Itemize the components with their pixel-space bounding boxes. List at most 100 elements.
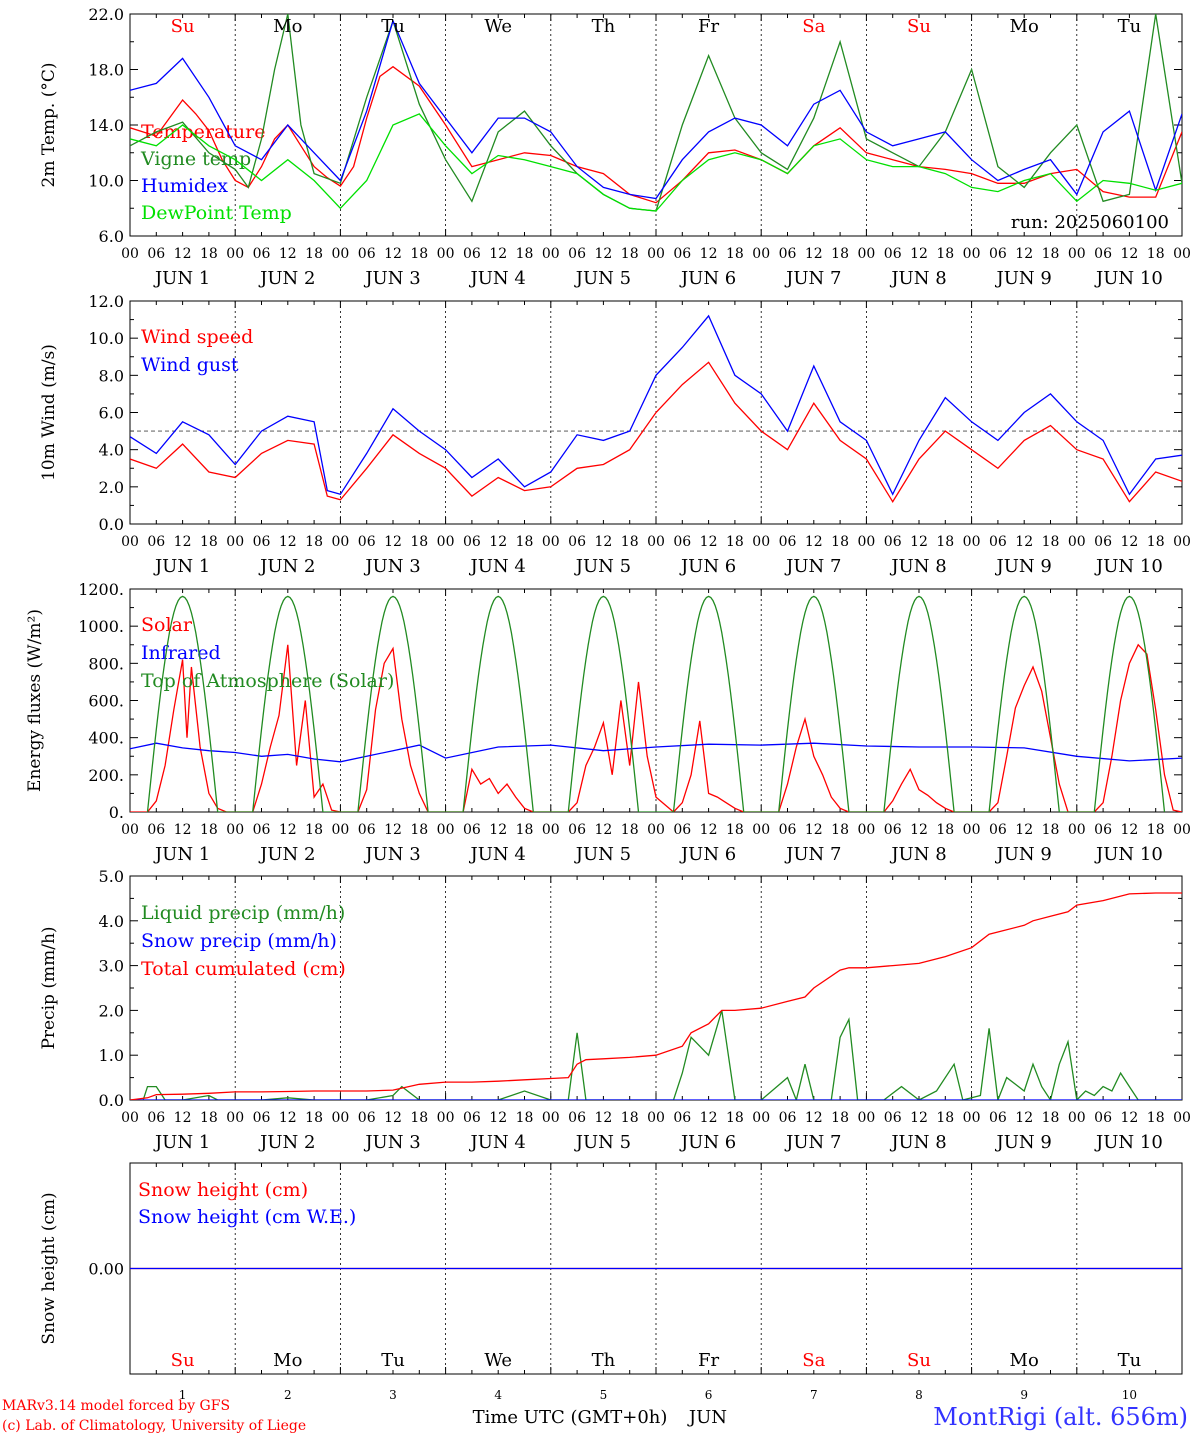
hour-tick-label: 18 xyxy=(621,534,639,550)
hour-tick-label: 00 xyxy=(857,246,875,262)
day-number-label: 9 xyxy=(1020,1388,1028,1402)
date-label: JUN 2 xyxy=(258,1132,315,1153)
hour-tick-label: 12 xyxy=(174,534,192,550)
y-tick-label: 18.0 xyxy=(88,61,124,80)
hour-tick-label: 18 xyxy=(516,246,534,262)
hour-tick-label: 00 xyxy=(542,822,560,838)
legend-entry: Top of Atmosphere (Solar) xyxy=(141,670,394,692)
hour-tick-label: 18 xyxy=(726,822,744,838)
hour-tick-label: 00 xyxy=(647,1110,665,1126)
hour-tick-label: 00 xyxy=(963,534,981,550)
hour-tick-label: 12 xyxy=(594,822,612,838)
hour-tick-label: 18 xyxy=(936,822,954,838)
series-line-infrared xyxy=(130,742,1182,763)
hour-tick-label: 06 xyxy=(358,822,376,838)
date-label: JUN 8 xyxy=(889,556,946,577)
hour-tick-label: 00 xyxy=(437,534,455,550)
hour-tick-label: 18 xyxy=(516,822,534,838)
y-tick-label: 600. xyxy=(88,692,124,711)
date-label: JUN 4 xyxy=(469,268,526,289)
hour-tick-label: 06 xyxy=(568,246,586,262)
hour-tick-label: 06 xyxy=(779,246,797,262)
day-number-label: 7 xyxy=(810,1388,818,1402)
hour-tick-label: 06 xyxy=(358,534,376,550)
hour-tick-label: 12 xyxy=(489,822,507,838)
hour-tick-label: 00 xyxy=(752,534,770,550)
date-label: JUN 9 xyxy=(995,268,1052,289)
hour-tick-label: 12 xyxy=(1015,534,1033,550)
date-label: JUN 9 xyxy=(995,844,1052,865)
date-label: JUN 7 xyxy=(784,1132,841,1153)
day-number-label: 4 xyxy=(494,1388,502,1402)
hour-tick-label: 06 xyxy=(147,246,165,262)
hour-tick-label: 18 xyxy=(200,1110,218,1126)
hour-tick-label: 18 xyxy=(410,534,428,550)
date-label: JUN 3 xyxy=(363,556,420,577)
weekday-label: Su xyxy=(907,16,931,37)
hour-tick-label: 12 xyxy=(174,246,192,262)
hour-tick-label: 12 xyxy=(279,822,297,838)
y-tick-label: 0. xyxy=(109,803,124,822)
date-label: JUN 5 xyxy=(574,556,631,577)
hour-tick-label: 00 xyxy=(331,1110,349,1126)
series-line-total-cumulated-cm- xyxy=(130,892,1182,1100)
hour-tick-label: 06 xyxy=(884,1110,902,1126)
hour-tick-label: 12 xyxy=(700,534,718,550)
hour-tick-label: 06 xyxy=(568,534,586,550)
hour-tick-label: 18 xyxy=(726,1110,744,1126)
hour-tick-label: 12 xyxy=(1120,246,1138,262)
weekday-label: Tu xyxy=(1118,1350,1142,1371)
weekday-label: Mo xyxy=(273,1350,302,1371)
hour-tick-label: 00 xyxy=(752,246,770,262)
weekday-label: Su xyxy=(171,1350,195,1371)
date-label: JUN 4 xyxy=(469,844,526,865)
hour-tick-label: 00 xyxy=(542,534,560,550)
date-label: JUN 2 xyxy=(258,268,315,289)
y-tick-label: 1200. xyxy=(78,580,124,599)
hour-tick-label: 06 xyxy=(358,1110,376,1126)
hour-tick-label: 18 xyxy=(831,246,849,262)
day-number-label: 3 xyxy=(389,1388,397,1402)
date-label: JUN 10 xyxy=(1094,268,1163,289)
hour-tick-label: 06 xyxy=(253,534,271,550)
hour-tick-label: 00 xyxy=(226,1110,244,1126)
legend-entry: DewPoint Temp xyxy=(141,202,292,224)
day-number-label: 5 xyxy=(600,1388,608,1402)
hour-tick-label: 12 xyxy=(594,246,612,262)
date-label: JUN 9 xyxy=(995,556,1052,577)
date-label: JUN 1 xyxy=(153,268,210,289)
date-label: JUN 8 xyxy=(889,844,946,865)
hour-tick-label: 12 xyxy=(384,822,402,838)
hour-tick-label: 12 xyxy=(279,534,297,550)
hour-tick-label: 00 xyxy=(437,822,455,838)
series-line-liquid-precip-mm-h- xyxy=(130,1010,1182,1100)
y-tick-label: 0.00 xyxy=(88,1260,124,1279)
date-label: JUN 7 xyxy=(784,268,841,289)
hour-tick-label: 00 xyxy=(331,246,349,262)
hour-tick-label: 06 xyxy=(1094,822,1112,838)
weekday-label: Sa xyxy=(802,1350,825,1371)
hour-tick-label: 00 xyxy=(437,1110,455,1126)
hour-tick-label: 06 xyxy=(989,822,1007,838)
y-tick-label: 800. xyxy=(88,654,124,673)
hour-tick-label: 18 xyxy=(1042,822,1060,838)
legend-entry: Wind gust xyxy=(141,354,239,376)
weekday-label: Sa xyxy=(802,16,825,37)
date-label: JUN 5 xyxy=(574,268,631,289)
model-credit: MARv3.14 model forced by GFS xyxy=(2,1398,231,1414)
hour-tick-label: 00 xyxy=(857,1110,875,1126)
legend-entry: Solar xyxy=(141,614,193,636)
hour-tick-label: 00 xyxy=(1173,534,1191,550)
hour-tick-label: 00 xyxy=(1068,246,1086,262)
hour-tick-label: 00 xyxy=(752,1110,770,1126)
date-label: JUN 6 xyxy=(679,556,736,577)
hour-tick-label: 12 xyxy=(594,1110,612,1126)
hour-tick-label: 06 xyxy=(463,1110,481,1126)
hour-tick-label: 18 xyxy=(200,246,218,262)
hour-tick-label: 18 xyxy=(410,1110,428,1126)
legend-entry: Temperature xyxy=(141,121,265,143)
hour-tick-label: 12 xyxy=(594,534,612,550)
hour-tick-label: 06 xyxy=(568,1110,586,1126)
date-label: JUN 1 xyxy=(153,556,210,577)
